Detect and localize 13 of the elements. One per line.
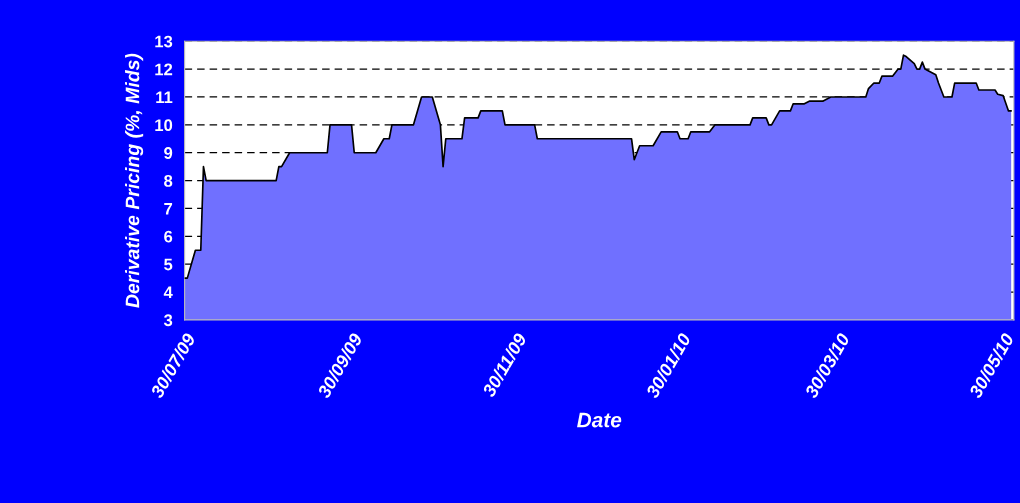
y-tick-label: 11 bbox=[156, 91, 173, 104]
y-axis-title: Derivative Pricing (%, Mids) bbox=[125, 53, 144, 308]
y-tick-label: 12 bbox=[155, 63, 173, 76]
x-axis-title: Date bbox=[577, 412, 622, 428]
y-tick-label: 3 bbox=[163, 314, 173, 327]
y-tick-label: 8 bbox=[164, 174, 173, 187]
y-tick-label: 13 bbox=[155, 35, 173, 48]
y-tick-label: 10 bbox=[155, 119, 173, 132]
y-tick-label: 9 bbox=[164, 147, 173, 159]
y-tick-label: 5 bbox=[164, 258, 173, 271]
y-tick-label: 6 bbox=[164, 230, 173, 243]
y-tick-label: 4 bbox=[163, 286, 173, 299]
y-tick-label: 7 bbox=[164, 203, 173, 215]
